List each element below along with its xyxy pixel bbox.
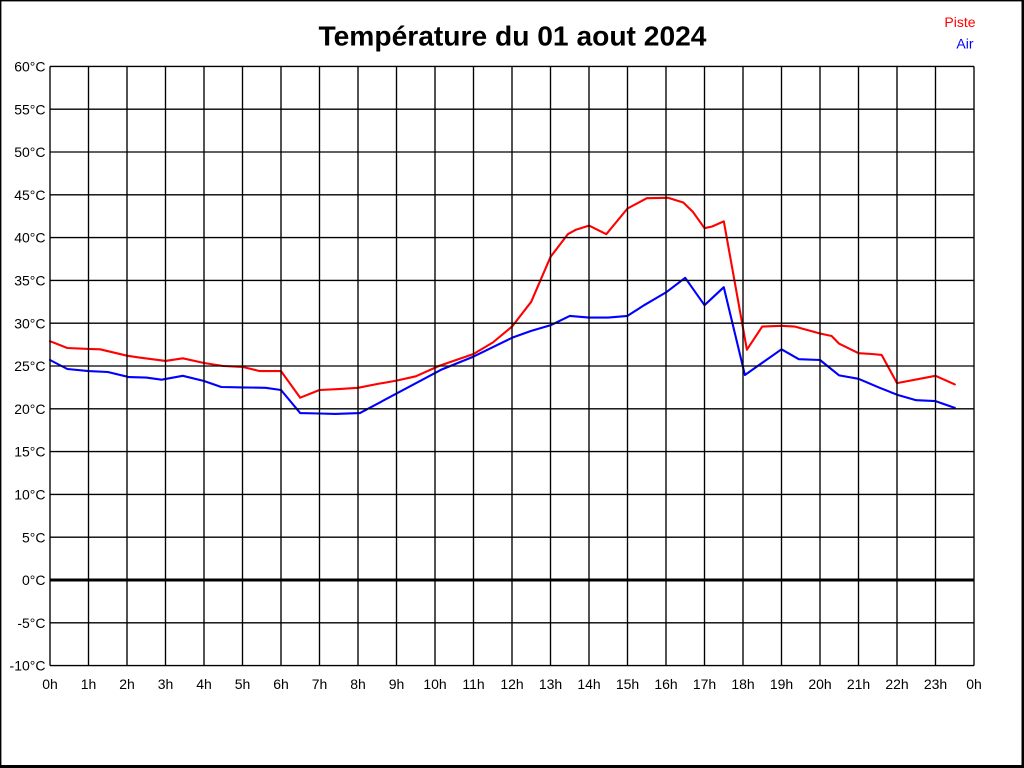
svg-text:1h: 1h bbox=[81, 676, 97, 692]
svg-text:18h: 18h bbox=[731, 676, 754, 692]
svg-text:0h: 0h bbox=[966, 676, 982, 692]
svg-text:30°C: 30°C bbox=[14, 315, 45, 331]
svg-text:19h: 19h bbox=[770, 676, 793, 692]
svg-text:16h: 16h bbox=[654, 676, 677, 692]
svg-text:45°C: 45°C bbox=[14, 187, 45, 203]
svg-text:14h: 14h bbox=[577, 676, 600, 692]
svg-text:0h: 0h bbox=[42, 676, 58, 692]
svg-text:Température du 01 aout 2024: Température du 01 aout 2024 bbox=[319, 20, 707, 52]
svg-text:10°C: 10°C bbox=[14, 487, 45, 503]
svg-text:-5°C: -5°C bbox=[17, 615, 45, 631]
svg-text:20°C: 20°C bbox=[14, 401, 45, 417]
svg-text:5h: 5h bbox=[235, 676, 251, 692]
svg-text:40°C: 40°C bbox=[14, 230, 45, 246]
svg-text:15°C: 15°C bbox=[14, 444, 45, 460]
svg-text:Air: Air bbox=[956, 36, 973, 52]
svg-text:Piste: Piste bbox=[944, 14, 975, 30]
svg-text:3h: 3h bbox=[158, 676, 174, 692]
svg-text:5°C: 5°C bbox=[22, 529, 46, 545]
svg-text:13h: 13h bbox=[539, 676, 562, 692]
svg-text:12h: 12h bbox=[500, 676, 523, 692]
svg-text:35°C: 35°C bbox=[14, 273, 45, 289]
svg-text:55°C: 55°C bbox=[14, 101, 45, 117]
svg-text:20h: 20h bbox=[808, 676, 831, 692]
svg-text:4h: 4h bbox=[196, 676, 212, 692]
svg-text:22h: 22h bbox=[885, 676, 908, 692]
svg-text:50°C: 50°C bbox=[14, 144, 45, 160]
svg-text:9h: 9h bbox=[389, 676, 405, 692]
svg-text:11h: 11h bbox=[462, 676, 484, 692]
svg-text:21h: 21h bbox=[847, 676, 870, 692]
svg-text:7h: 7h bbox=[312, 676, 328, 692]
svg-text:-10°C: -10°C bbox=[10, 658, 46, 674]
svg-text:2h: 2h bbox=[119, 676, 135, 692]
svg-text:8h: 8h bbox=[350, 676, 366, 692]
svg-text:25°C: 25°C bbox=[14, 358, 45, 374]
svg-text:15h: 15h bbox=[616, 676, 639, 692]
svg-text:6h: 6h bbox=[273, 676, 289, 692]
svg-text:17h: 17h bbox=[693, 676, 716, 692]
svg-text:10h: 10h bbox=[423, 676, 446, 692]
svg-text:23h: 23h bbox=[924, 676, 947, 692]
svg-text:60°C: 60°C bbox=[14, 59, 45, 75]
svg-text:0°C: 0°C bbox=[22, 572, 46, 588]
